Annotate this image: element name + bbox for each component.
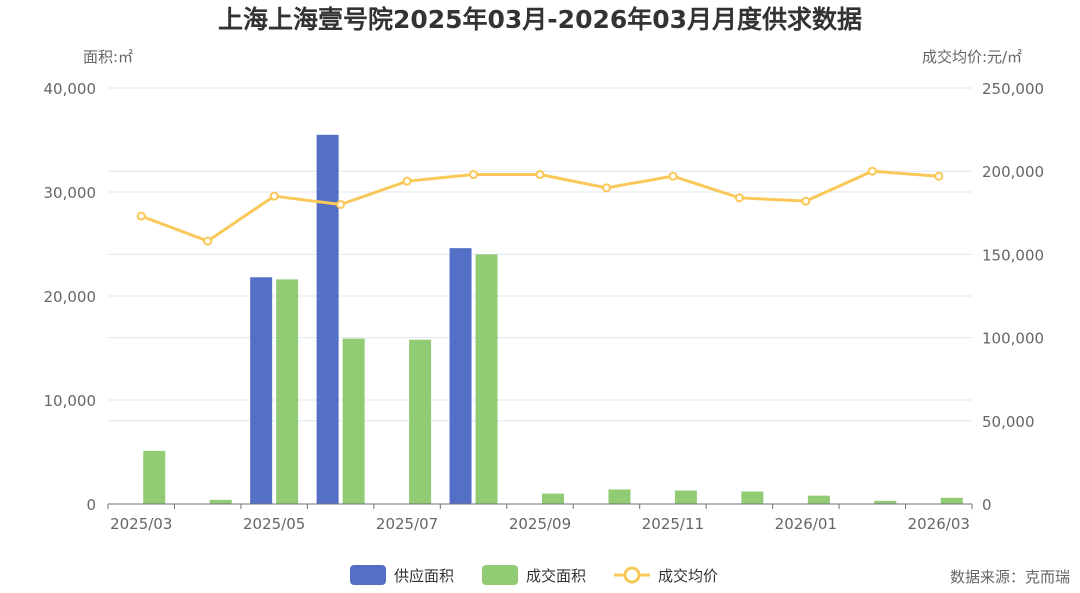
bar-deal-2025/05 [276, 279, 299, 504]
left-tick-label: 0 [86, 496, 96, 514]
x-tick-label: 2025/09 [509, 515, 571, 533]
bar-deal-2026/01 [807, 495, 830, 504]
x-tick-label: 2025/07 [376, 515, 438, 533]
left-axis-label: 面积:㎡ [83, 48, 133, 66]
left-tick-label: 40,000 [44, 80, 97, 98]
bar-deal-2025/07 [409, 339, 432, 504]
bar-deal-2025/11 [674, 490, 697, 504]
left-axis-ticks: 0 10,000 20,000 30,000 40,000 [44, 80, 97, 514]
legend-label: 成交均价 [658, 567, 718, 585]
grid-lines [108, 87, 972, 422]
price-point-2026/03 [934, 171, 944, 181]
price-point-2025/09 [535, 170, 545, 180]
legend-marker [623, 566, 641, 584]
right-tick-label: 50,000 [982, 413, 1035, 431]
price-point-2026/02 [867, 166, 877, 176]
bar-deal-2025/08 [475, 254, 498, 504]
x-tick-label: 2025/11 [642, 515, 704, 533]
right-tick-label: 100,000 [982, 330, 1044, 348]
x-tick-label: 2025/05 [243, 515, 305, 533]
x-tick-label: 2025/03 [110, 515, 172, 533]
source-text: 数据来源：克而瑞 [950, 568, 1070, 586]
bar-marks [143, 134, 963, 505]
right-tick-label: 150,000 [982, 246, 1044, 264]
bar-supply-2025/08 [449, 248, 472, 504]
price-point-2025/10 [601, 183, 611, 193]
price-point-2025/06 [336, 199, 346, 209]
bar-deal-2025/12 [741, 491, 764, 504]
bar-supply-2025/06 [316, 134, 339, 505]
bar-deal-2026/02 [874, 500, 897, 504]
bar-deal-2025/04 [209, 499, 232, 504]
right-tick-label: 200,000 [982, 163, 1044, 181]
legend-swatch [350, 565, 386, 585]
left-tick-label: 30,000 [44, 184, 97, 202]
right-tick-label: 250,000 [982, 80, 1044, 98]
x-tick-label: 2026/01 [775, 515, 837, 533]
price-point-2025/08 [469, 170, 479, 180]
bar-deal-2025/06 [342, 338, 365, 504]
legend-label: 供应面积 [394, 567, 454, 585]
chart-title: 上海上海壹号院2025年03月-2026年03月月度供求数据 [218, 5, 862, 34]
price-point-2025/11 [668, 171, 678, 181]
right-axis-ticks: 0 50,000 100,000 150,000 200,000 250,000 [982, 80, 1044, 514]
legend-label: 成交面积 [526, 567, 586, 585]
right-tick-label: 0 [982, 496, 992, 514]
bar-supply-2025/05 [250, 277, 273, 504]
left-tick-label: 20,000 [44, 288, 97, 306]
legend-swatch [482, 565, 518, 585]
left-tick-label: 10,000 [44, 392, 97, 410]
x-axis: 2025/03 2025/05 2025/07 2025/09 2025/11 2026/… [107, 503, 973, 533]
price-point-2025/04 [203, 236, 213, 246]
legend: 供应面积 成交面积 成交均价 [350, 565, 718, 585]
price-point-2026/01 [801, 196, 811, 206]
right-axis-label: 成交均价:元/㎡ [922, 48, 1022, 66]
bar-deal-2025/09 [542, 493, 564, 504]
bar-deal-2025/10 [608, 489, 631, 504]
price-line-path [140, 169, 939, 243]
bar-deal-2026/03 [940, 497, 963, 504]
bar-deal-2025/03 [143, 450, 166, 504]
price-point-2025/12 [734, 193, 744, 203]
price-point-2025/03 [136, 211, 146, 221]
x-tick-label: 2026/03 [908, 515, 970, 533]
price-point-2025/07 [402, 176, 412, 186]
price-point-2025/05 [269, 191, 279, 201]
price-line [136, 166, 944, 246]
